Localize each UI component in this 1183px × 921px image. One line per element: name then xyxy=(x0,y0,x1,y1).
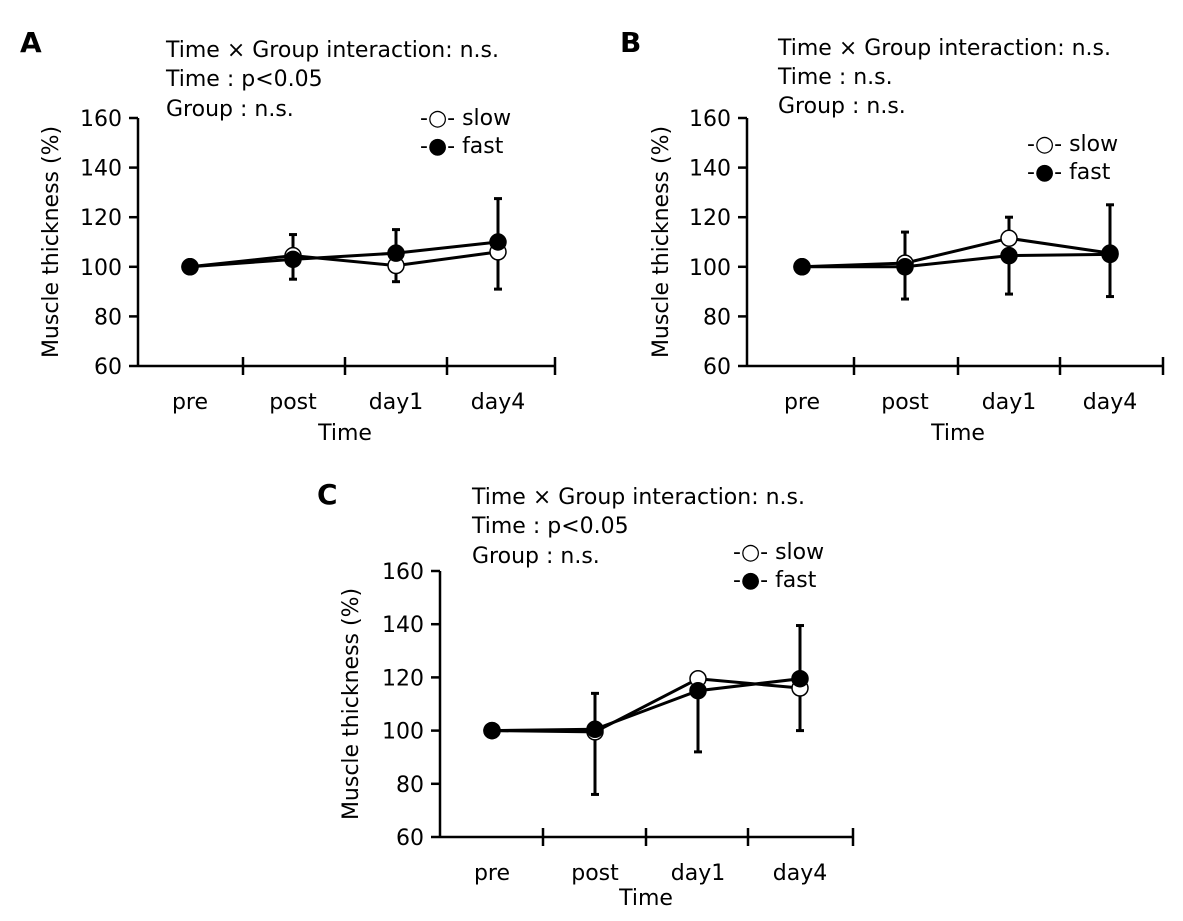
panel-c-slow-line xyxy=(491,677,801,734)
panel-c-fast-point xyxy=(483,721,501,740)
panel-c-fast-point xyxy=(586,720,604,739)
panel-a: A Time × Group interaction: n.s. Time : … xyxy=(20,26,557,446)
panel-b-x-tick-labels: pre post day1 day4 xyxy=(784,390,1137,415)
panel-c-fast-point xyxy=(791,669,809,688)
panel-b-y-tick-label: 160 xyxy=(689,107,731,132)
panel-a-x-tick-label: day1 xyxy=(369,390,423,415)
panel-a-y-tick-label: 120 xyxy=(80,206,122,231)
panel-c-fast-point xyxy=(689,681,707,700)
panel-c-plot xyxy=(483,624,809,796)
panel-b-slow-point xyxy=(1000,229,1018,248)
panel-b-plot xyxy=(793,203,1119,301)
panel-b-y-tick-labels: 60 80 100 120 140 160 xyxy=(689,107,731,380)
panel-a-x-tick-labels: pre post day1 day4 xyxy=(172,390,525,415)
panel-b-x-tick-label: pre xyxy=(784,390,820,415)
panel-c-y-tick-label: 60 xyxy=(396,826,424,851)
panel-b-fast-point xyxy=(1101,245,1119,264)
panel-b-stat-group: Group : n.s. xyxy=(778,94,906,119)
panel-b-x-axis-title: Time xyxy=(930,421,985,446)
panel-a-y-tick-labels: 60 80 100 120 140 160 xyxy=(80,107,122,380)
panel-c-x-tick-label: pre xyxy=(474,861,510,886)
panel-b-y-tick-label: 60 xyxy=(703,355,731,380)
panel-a-legend-fast: -●- fast xyxy=(420,134,504,159)
panel-a-y-tick-label: 140 xyxy=(80,157,122,182)
panel-c-y-tick-label: 120 xyxy=(382,666,424,691)
panel-a-plot xyxy=(181,197,507,291)
panel-a-y-ticks xyxy=(129,116,138,368)
panel-b-y-axis-title: Muscle thickness (%) xyxy=(649,126,674,358)
panel-a-fast-point xyxy=(489,233,507,251)
panel-a-slow-line xyxy=(189,250,499,269)
panel-c-x-tick-label: post xyxy=(571,861,619,886)
panel-c-y-tick-label: 140 xyxy=(382,613,424,638)
panel-b-x-tick-label: day1 xyxy=(982,390,1036,415)
panel-c-x-tick-label: day4 xyxy=(773,861,827,886)
panel-c-x-ticks xyxy=(541,828,855,846)
panel-a-letter: A xyxy=(20,26,42,59)
panel-c-x-axis-title: Time xyxy=(618,886,673,911)
panel-c-y-tick-labels: 60 80 100 120 140 160 xyxy=(382,560,424,851)
panel-c-legend-fast: -●- fast xyxy=(733,568,817,593)
panel-a-stat-time: Time : p<0.05 xyxy=(165,67,323,92)
panel-c-x-tick-label: day1 xyxy=(671,861,725,886)
panel-c-legend-slow: -○- slow xyxy=(733,540,824,565)
panel-b-x-tick-label: day4 xyxy=(1083,390,1137,415)
panel-c-y-axis-title: Muscle thickness (%) xyxy=(339,588,364,820)
panel-a-x-tick-label: pre xyxy=(172,390,208,415)
panel-a-fast-point xyxy=(284,250,302,269)
panel-b-fast-line xyxy=(802,252,1111,269)
panel-c-y-tick-label: 100 xyxy=(382,720,424,745)
panel-b-x-ticks xyxy=(852,357,1165,375)
panel-b-x-tick-label: post xyxy=(881,390,929,415)
panel-a-legend-slow: -○- slow xyxy=(420,106,511,131)
panel-b-legend-slow: -○- slow xyxy=(1027,132,1118,157)
panel-a-x-axis-title: Time xyxy=(317,421,372,446)
panel-b-stat-time: Time : n.s. xyxy=(777,65,893,90)
panel-c-stat-group: Group : n.s. xyxy=(472,544,600,569)
panel-a-fast-point xyxy=(181,258,199,276)
panel-a-stat-interaction: Time × Group interaction: n.s. xyxy=(165,38,499,63)
panel-c-stat-interaction: Time × Group interaction: n.s. xyxy=(471,485,805,510)
panel-b-fast-point xyxy=(793,258,811,276)
panel-a-y-tick-label: 60 xyxy=(94,355,122,380)
panel-a-x-tick-label: post xyxy=(269,390,317,415)
panel-b-y-tick-label: 140 xyxy=(689,157,731,182)
panel-b-letter: B xyxy=(620,26,641,59)
panel-c-stat-time: Time : p<0.05 xyxy=(471,514,629,539)
panel-c-y-tick-label: 80 xyxy=(396,773,424,798)
panel-a-y-tick-label: 80 xyxy=(94,305,122,330)
panel-a-fast-line xyxy=(189,240,499,269)
panel-a-x-ticks xyxy=(241,357,557,375)
panel-b: B Time × Group interaction: n.s. Time : … xyxy=(620,26,1165,446)
panel-b-legend-fast: -●- fast xyxy=(1027,160,1111,185)
panel-b-y-tick-label: 120 xyxy=(689,206,731,231)
panel-a-y-tick-label: 160 xyxy=(80,107,122,132)
panel-a-y-axis-title: Muscle thickness (%) xyxy=(39,126,64,358)
panel-c-y-tick-label: 160 xyxy=(382,560,424,585)
panel-b-y-tick-label: 100 xyxy=(689,256,731,281)
panel-c-x-tick-labels: pre post day1 day4 xyxy=(474,861,827,886)
panel-b-stat-interaction: Time × Group interaction: n.s. xyxy=(777,36,1111,61)
panel-b-fast-point xyxy=(1000,246,1018,265)
panel-b-fast-point xyxy=(896,258,914,276)
panel-c-fast-line xyxy=(491,677,801,733)
panel-b-slow-line xyxy=(801,236,1111,269)
panel-a-fast-point xyxy=(387,244,405,262)
panel-a-x-tick-label: day4 xyxy=(471,390,525,415)
panel-b-y-ticks xyxy=(738,116,747,368)
panel-c: C Time × Group interaction: n.s. Time : … xyxy=(317,478,855,911)
panel-c-letter: C xyxy=(317,478,338,511)
panel-b-y-tick-label: 80 xyxy=(703,305,731,330)
panel-a-stat-group: Group : n.s. xyxy=(166,97,294,122)
panel-c-y-ticks xyxy=(431,569,440,839)
panel-a-y-tick-label: 100 xyxy=(80,256,122,281)
